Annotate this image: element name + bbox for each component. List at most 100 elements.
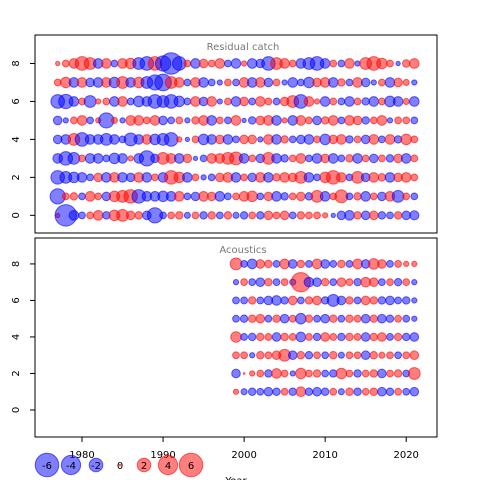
- bubble: [134, 211, 143, 220]
- bubble: [295, 153, 307, 164]
- bubble: [312, 115, 322, 126]
- bubble: [117, 153, 128, 164]
- bubble: [142, 116, 151, 125]
- bubble: [224, 116, 232, 125]
- bubble: [409, 210, 420, 221]
- legend-label: 0: [117, 461, 123, 472]
- bubble: [68, 210, 80, 221]
- bubble: [272, 387, 281, 396]
- bubble: [232, 135, 240, 144]
- bubble: [401, 210, 411, 221]
- bubble: [345, 192, 354, 201]
- bubble: [393, 332, 403, 342]
- bubble: [329, 387, 338, 396]
- bubble: [240, 388, 248, 396]
- bubble: [376, 115, 388, 126]
- bubble: [386, 260, 394, 268]
- bubble: [344, 96, 355, 107]
- bubble: [385, 295, 395, 306]
- bubble: [231, 368, 241, 379]
- bubble: [159, 211, 167, 220]
- bubble: [377, 386, 387, 397]
- bubble: [78, 211, 86, 220]
- bubble: [263, 172, 274, 183]
- bubble: [402, 116, 411, 125]
- bubble: [395, 60, 401, 67]
- bubble: [327, 115, 339, 126]
- bubble: [345, 332, 354, 342]
- bubble: [240, 260, 248, 268]
- bubble: [319, 96, 331, 107]
- bubble: [337, 351, 345, 359]
- bubble: [296, 296, 305, 305]
- bubble: [264, 314, 273, 323]
- bubble: [279, 210, 290, 221]
- bubble: [322, 212, 329, 219]
- bubble: [206, 96, 217, 107]
- bubble: [304, 296, 314, 305]
- y-tick-label: 0: [11, 212, 22, 218]
- bubble: [400, 153, 412, 164]
- bubble: [127, 155, 134, 162]
- bubble: [407, 367, 421, 380]
- bubble: [272, 314, 281, 323]
- bubble: [386, 59, 394, 68]
- bubble: [232, 192, 240, 201]
- bubble: [394, 387, 402, 396]
- bubble: [312, 277, 322, 287]
- x-tick-label: 2010: [312, 450, 337, 461]
- bubble: [295, 367, 307, 380]
- bubble: [167, 211, 176, 220]
- bubble: [400, 133, 412, 146]
- bubble: [402, 78, 410, 86]
- bubble: [224, 78, 232, 87]
- bubble: [92, 153, 104, 164]
- legend-label: -4: [66, 461, 76, 472]
- bubble: [61, 192, 70, 201]
- bubble: [109, 134, 120, 145]
- bubble: [409, 332, 420, 342]
- bubble: [320, 116, 330, 125]
- bubble: [410, 116, 419, 125]
- bubble: [401, 59, 411, 68]
- bubble: [110, 59, 119, 68]
- bubble: [336, 277, 347, 287]
- bubble: [78, 192, 86, 201]
- bubble: [222, 134, 234, 145]
- bubble: [352, 153, 363, 164]
- panel-frame: [34, 237, 438, 438]
- bubble: [411, 260, 418, 268]
- bubble: [329, 97, 338, 106]
- bubble: [242, 372, 246, 375]
- bubble: [409, 96, 420, 107]
- bubble: [312, 369, 322, 378]
- bubble: [67, 152, 81, 165]
- bubble: [287, 295, 298, 306]
- bubble: [232, 211, 240, 219]
- bubble: [377, 278, 386, 287]
- bubble: [256, 192, 265, 201]
- bubble: [385, 154, 395, 163]
- bubble: [345, 154, 354, 163]
- bubble: [86, 116, 95, 125]
- bubble: [280, 387, 289, 396]
- bubble: [345, 78, 354, 87]
- bubble: [305, 260, 313, 268]
- bubble: [369, 296, 379, 305]
- bubble: [247, 134, 258, 145]
- bubble: [337, 59, 346, 68]
- bubble: [191, 116, 200, 125]
- bubble: [360, 332, 371, 342]
- bubble: [360, 210, 371, 221]
- bubble: [182, 153, 193, 164]
- bubble: [303, 134, 315, 145]
- bubble: [296, 191, 306, 202]
- bubble: [230, 172, 242, 183]
- bubble: [255, 96, 266, 107]
- bubble: [86, 211, 95, 220]
- legend-label: 4: [165, 461, 171, 472]
- panel-frame: [34, 34, 438, 234]
- bubble: [410, 192, 419, 201]
- bubble: [271, 368, 282, 379]
- legend-bubble: [34, 452, 60, 478]
